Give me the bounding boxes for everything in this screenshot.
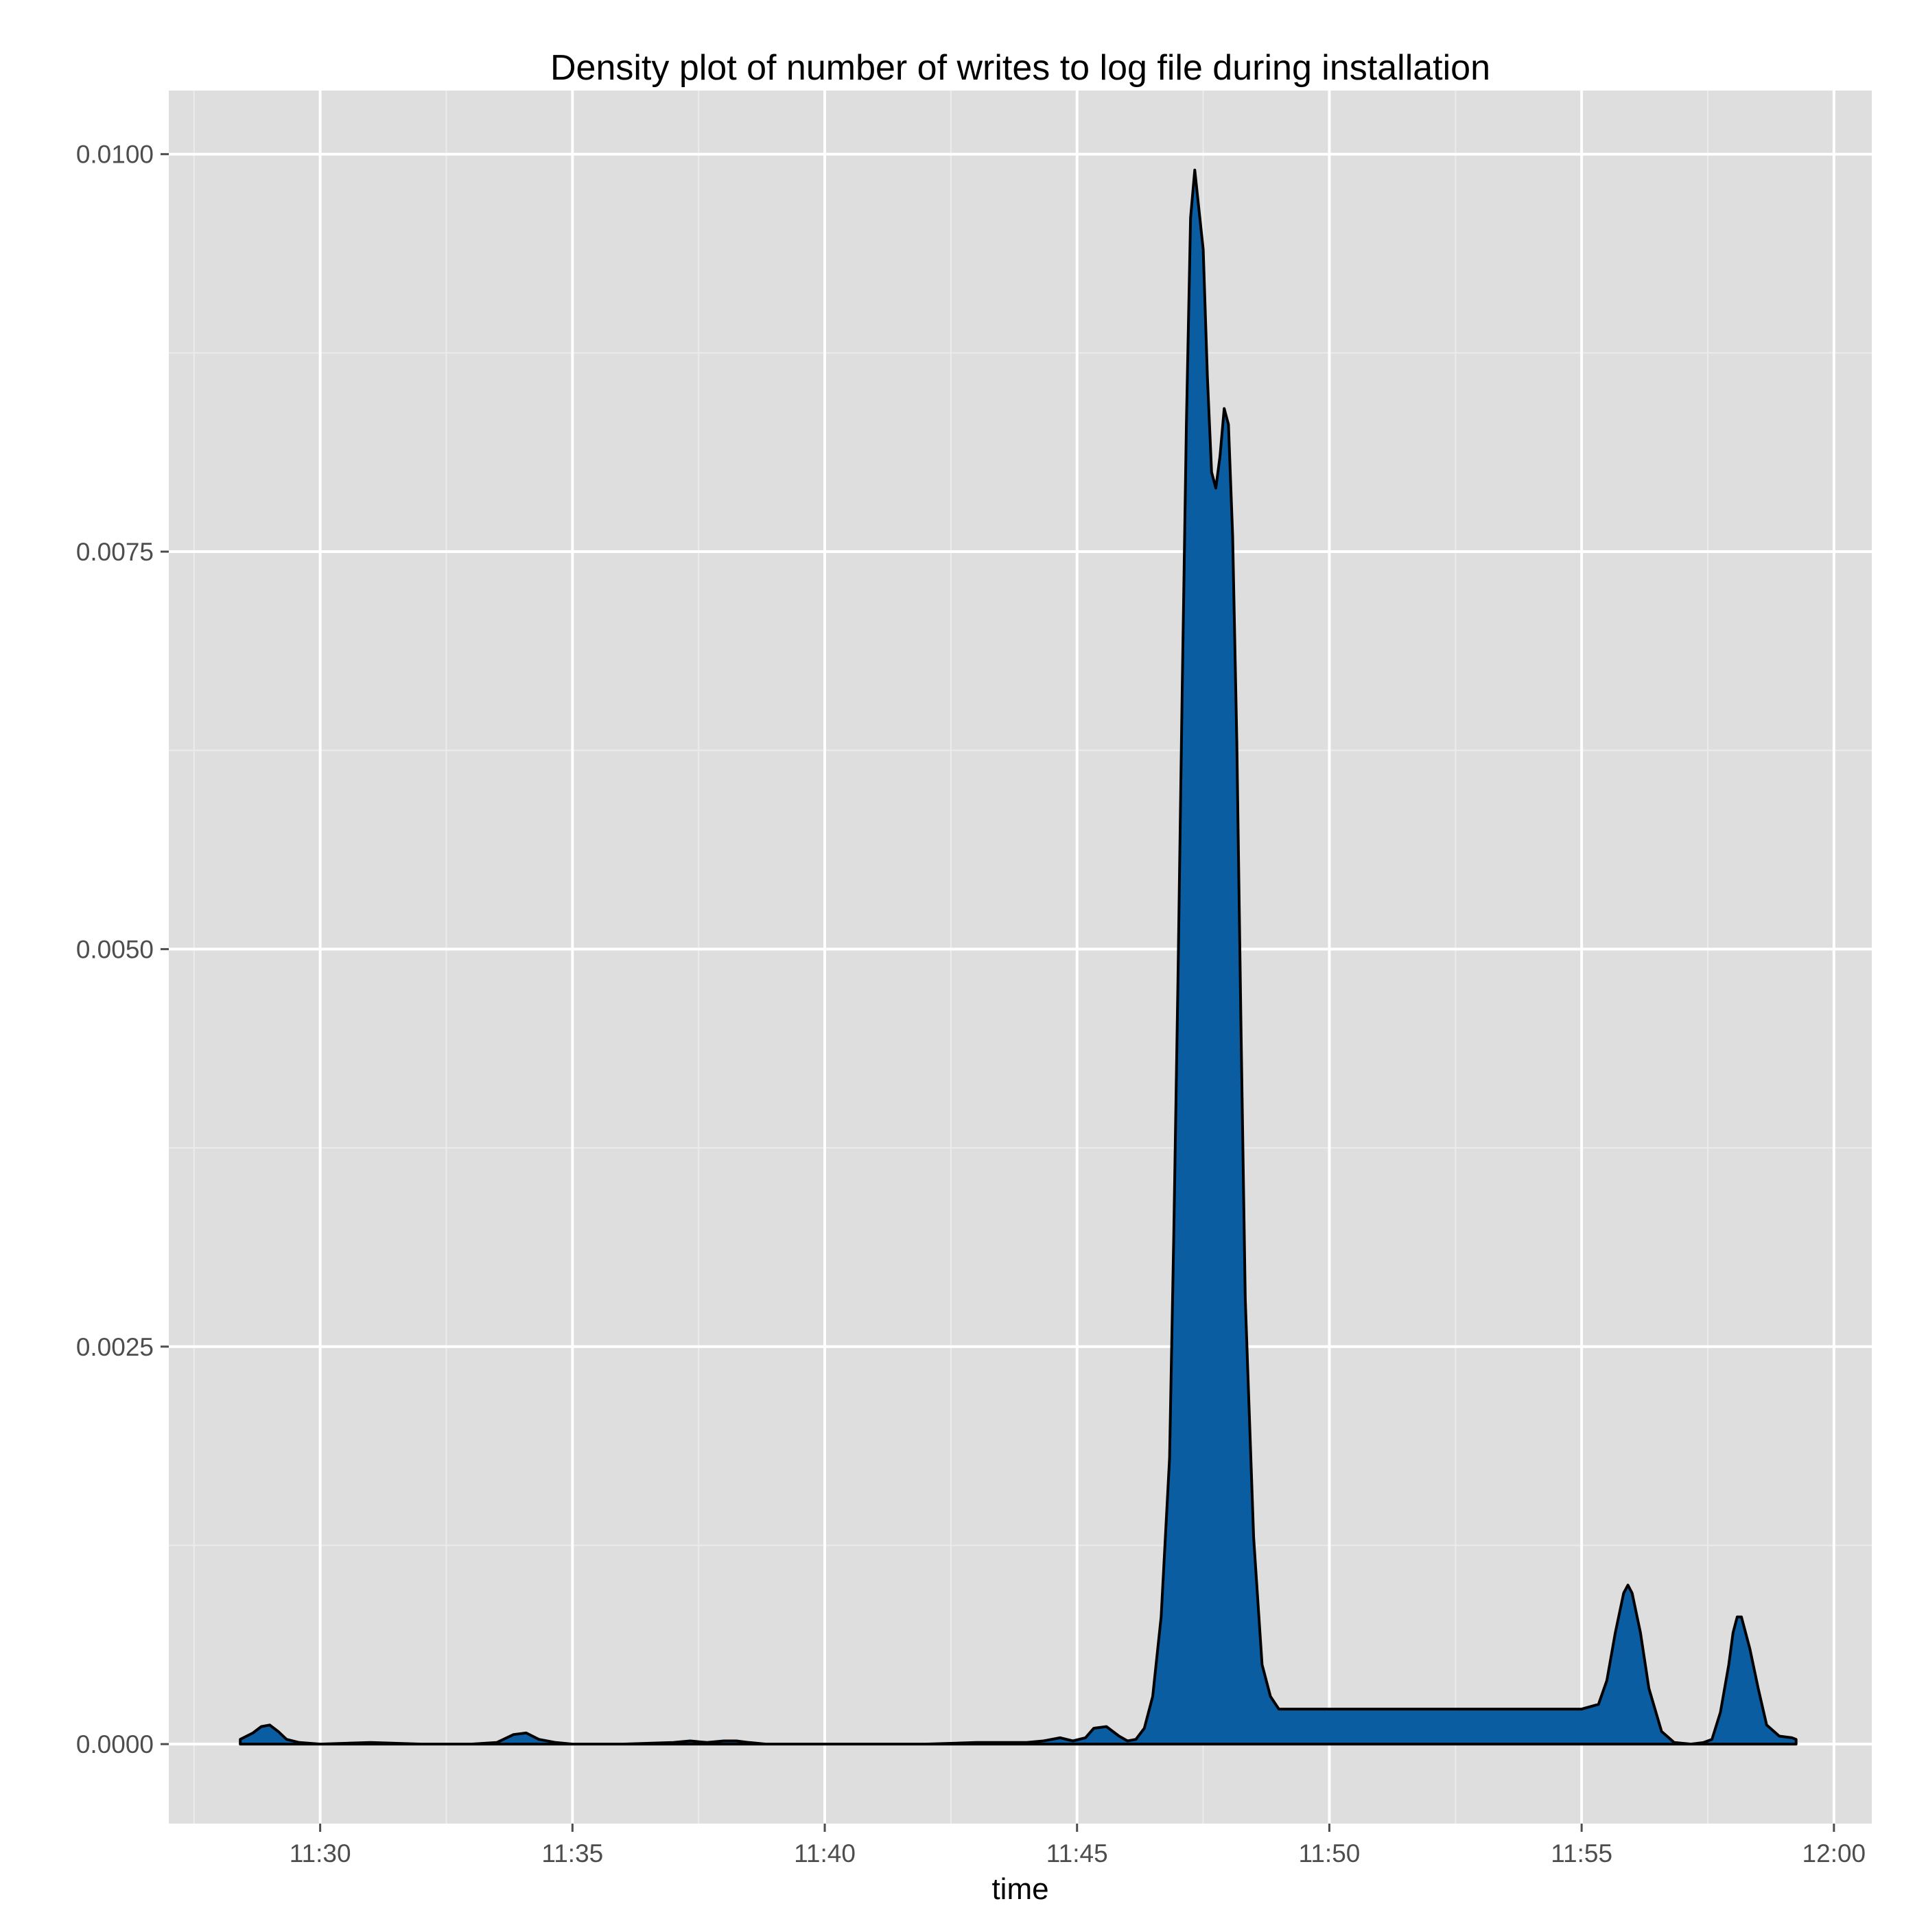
y-tick-label: 0.0000 — [76, 1730, 154, 1758]
tick-labels: 11:30 11:35 11:40 11:45 11:50 11:55 12:00 0.000… — [76, 141, 1866, 1868]
x-tick-label: 12:00 — [1802, 1839, 1866, 1868]
y-tick-label: 0.0100 — [76, 141, 154, 169]
x-tick-label: 11:45 — [1046, 1839, 1108, 1868]
density-area — [239, 168, 1798, 1746]
y-tick-label: 0.0075 — [76, 538, 154, 566]
x-tick-label: 11:30 — [290, 1839, 351, 1868]
x-tick-label: 11:35 — [541, 1839, 603, 1868]
chart-title: Density plot of number of writes to log … — [550, 48, 1490, 88]
x-tick-label: 11:55 — [1551, 1839, 1612, 1868]
plot-panel — [169, 91, 1872, 1824]
x-tick-label: 11:40 — [794, 1839, 856, 1868]
axis-ticks — [161, 153, 1835, 1832]
y-tick-label: 0.0025 — [76, 1333, 154, 1361]
grid-lines — [169, 91, 1872, 1824]
y-tick-label: 0.0050 — [76, 935, 154, 963]
x-axis-title: time — [991, 1872, 1048, 1906]
x-tick-label: 11:50 — [1299, 1839, 1361, 1868]
